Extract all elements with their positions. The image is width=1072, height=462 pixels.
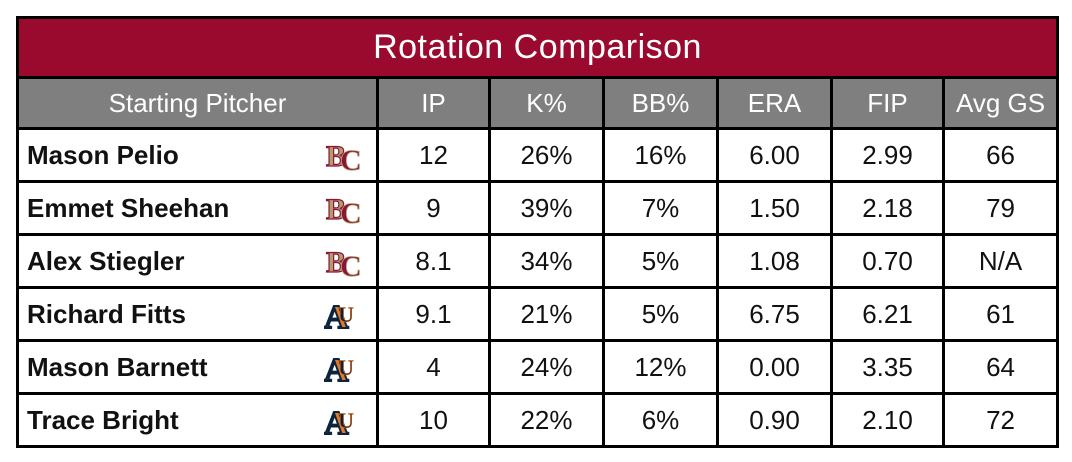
k-pct-cell: 22% xyxy=(488,392,605,448)
header-avg-gs: Avg GS xyxy=(941,76,1060,130)
avg-gs-cell: 61 xyxy=(941,286,1060,342)
pitcher-name: Trace Bright xyxy=(27,404,179,435)
svg-text:C: C xyxy=(340,250,362,280)
au-logo-icon: A U xyxy=(324,351,354,386)
bc-logo-icon: B C xyxy=(325,192,362,227)
rotation-comparison-table: Rotation Comparison Starting Pitcher IP … xyxy=(15,16,1060,448)
era-cell: 6.75 xyxy=(716,286,833,342)
k-pct-cell: 24% xyxy=(488,339,605,395)
pitcher-name: Mason Pelio xyxy=(27,139,179,170)
svg-text:C: C xyxy=(340,144,362,174)
table-title: Rotation Comparison xyxy=(15,16,1060,79)
header-starting-pitcher: Starting Pitcher xyxy=(16,76,379,130)
era-cell: 1.50 xyxy=(716,180,833,236)
table-row: Mason Pelio B C 12 26% 16% 6.00 2.99 66 xyxy=(16,127,1060,183)
era-cell: 0.00 xyxy=(716,339,833,395)
svg-text:B: B xyxy=(326,140,346,173)
bb-pct-cell: 5% xyxy=(602,233,719,289)
au-logo-icon: A U xyxy=(324,298,354,333)
ip-cell: 8.1 xyxy=(376,233,491,289)
k-pct-cell: 39% xyxy=(488,180,605,236)
avg-gs-cell: 64 xyxy=(941,339,1060,395)
table-row: Alex Stiegler B C 8.1 34% 5% 1.08 0.70 N… xyxy=(16,233,1060,289)
bb-pct-cell: 5% xyxy=(602,286,719,342)
header-k-pct: K% xyxy=(488,76,605,130)
avg-gs-cell: N/A xyxy=(941,233,1060,289)
bb-pct-cell: 7% xyxy=(602,180,719,236)
svg-text:A: A xyxy=(324,352,349,386)
era-cell: 6.00 xyxy=(716,127,833,183)
k-pct-cell: 34% xyxy=(488,233,605,289)
fip-cell: 0.70 xyxy=(830,233,945,289)
ip-cell: 10 xyxy=(376,392,491,448)
era-cell: 1.08 xyxy=(716,233,833,289)
ip-cell: 4 xyxy=(376,339,491,395)
pitcher-name: Emmet Sheehan xyxy=(27,192,230,223)
fip-cell: 2.10 xyxy=(830,392,945,448)
svg-text:U: U xyxy=(338,408,354,433)
pitcher-cell: Mason Barnett A U xyxy=(16,339,379,395)
pitcher-cell: Trace Bright A U xyxy=(16,392,379,448)
pitcher-cell: Emmet Sheehan B C xyxy=(16,180,379,236)
ip-cell: 9.1 xyxy=(376,286,491,342)
bb-pct-cell: 12% xyxy=(602,339,719,395)
svg-text:A: A xyxy=(324,405,349,439)
au-logo-icon: A U xyxy=(324,404,354,439)
table-row: Richard Fitts A U 9.1 21% 5% 6.75 6.21 6… xyxy=(16,286,1060,342)
svg-text:A: A xyxy=(324,299,349,333)
header-row: Starting Pitcher IP K% BB% ERA FIP Avg G… xyxy=(16,76,1060,130)
bc-logo-icon: B C xyxy=(325,139,362,174)
rotation-comparison-table-container: Rotation Comparison Starting Pitcher IP … xyxy=(15,16,1060,448)
bc-logo-icon: B C xyxy=(325,245,362,280)
header-bb-pct: BB% xyxy=(602,76,719,130)
era-cell: 0.90 xyxy=(716,392,833,448)
header-fip: FIP xyxy=(830,76,945,130)
svg-text:C: C xyxy=(340,197,362,227)
table-row: Mason Barnett A U 4 24% 12% 0.00 3.35 64 xyxy=(16,339,1060,395)
bb-pct-cell: 6% xyxy=(602,392,719,448)
svg-text:U: U xyxy=(338,355,354,380)
pitcher-cell: Mason Pelio B C xyxy=(16,127,379,183)
ip-cell: 9 xyxy=(376,180,491,236)
table-row: Emmet Sheehan B C 9 39% 7% 1.50 2.18 79 xyxy=(16,180,1060,236)
bb-pct-cell: 16% xyxy=(602,127,719,183)
fip-cell: 2.18 xyxy=(830,180,945,236)
k-pct-cell: 21% xyxy=(488,286,605,342)
pitcher-name: Alex Stiegler xyxy=(27,245,185,276)
header-era: ERA xyxy=(716,76,833,130)
pitcher-cell: Richard Fitts A U xyxy=(16,286,379,342)
svg-text:B: B xyxy=(326,246,346,279)
pitcher-name: Richard Fitts xyxy=(27,298,186,329)
pitcher-name: Mason Barnett xyxy=(27,351,208,382)
ip-cell: 12 xyxy=(376,127,491,183)
pitcher-cell: Alex Stiegler B C xyxy=(16,233,379,289)
k-pct-cell: 26% xyxy=(488,127,605,183)
svg-text:U: U xyxy=(338,302,354,327)
table-row: Trace Bright A U 10 22% 6% 0.90 2.10 72 xyxy=(16,392,1060,448)
fip-cell: 2.99 xyxy=(830,127,945,183)
avg-gs-cell: 72 xyxy=(941,392,1060,448)
fip-cell: 6.21 xyxy=(830,286,945,342)
svg-text:B: B xyxy=(326,193,346,226)
fip-cell: 3.35 xyxy=(830,339,945,395)
avg-gs-cell: 79 xyxy=(941,180,1060,236)
avg-gs-cell: 66 xyxy=(941,127,1060,183)
header-ip: IP xyxy=(376,76,491,130)
